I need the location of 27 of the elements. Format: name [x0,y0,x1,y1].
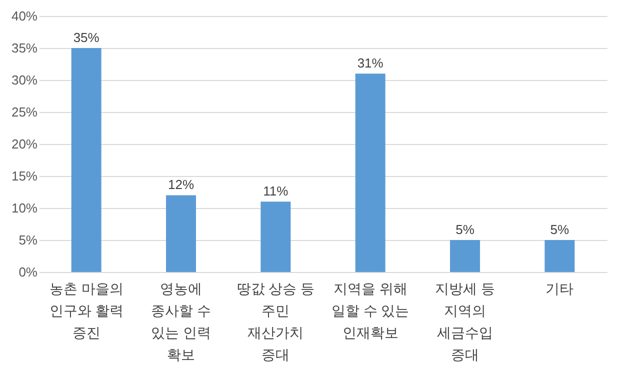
y-tick-label: 15% [11,168,38,184]
x-tick-label: 지방세 등 지역의 세금수입 증대 [435,280,495,362]
y-tick-label: 40% [11,8,38,24]
y-tick-label: 20% [11,136,38,152]
y-tick-label: 25% [11,104,38,120]
bar [260,202,291,272]
x-tick-label: 영농에 종사할 수 있는 인력 확보 [151,280,211,362]
x-tick-label: 기타 [546,280,574,296]
x-tick-label: 농촌 마을의 인구와 활력 증진 [49,280,124,340]
y-tick-label: 10% [11,200,38,216]
data-label: 11% [263,184,289,199]
x-tick-label: 땅값 상승 등 주민 재산가치 증대 [236,280,315,362]
data-label: 31% [357,56,384,71]
x-tick-label: 지역을 위해 일할 수 있는 인재확보 [331,280,410,340]
y-tick-label: 0% [18,264,38,280]
data-label: 5% [550,222,570,237]
y-tick-label: 30% [11,72,38,88]
data-label: 12% [168,177,194,192]
y-tick-label: 35% [11,40,38,56]
y-tick-label: 5% [18,232,38,248]
bar [450,240,480,272]
bar [71,48,102,272]
data-label: 35% [73,30,100,45]
data-label: 5% [456,222,475,237]
bar [355,74,386,272]
bar [544,240,575,272]
bar [166,195,196,272]
